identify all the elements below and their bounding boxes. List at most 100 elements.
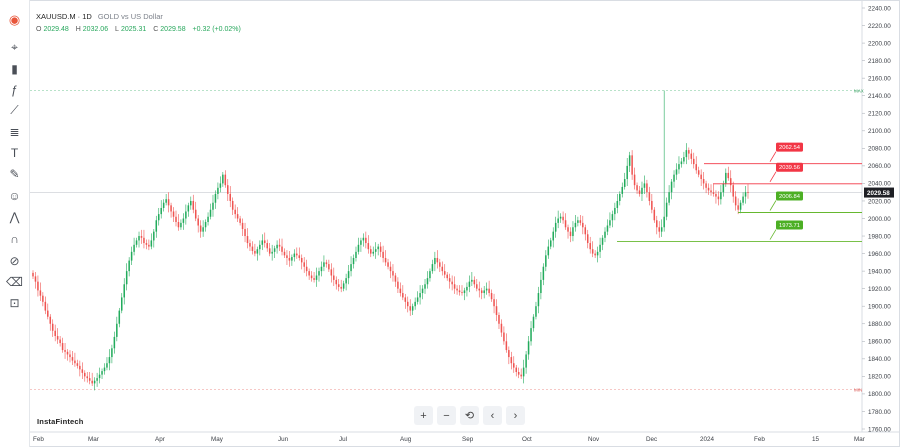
cursor-icon[interactable]: ⌖	[11, 40, 18, 54]
candle-body	[350, 264, 352, 272]
candle-body	[342, 283, 345, 289]
candle-body	[589, 243, 591, 250]
candle-body	[421, 288, 424, 294]
candle-body	[231, 200, 234, 210]
candle-body	[725, 172, 727, 184]
candle-body	[697, 170, 700, 175]
scroll-right-button[interactable]: ›	[506, 406, 525, 425]
candle-body	[685, 150, 688, 158]
candle-body	[143, 237, 145, 244]
level-connector-1973.71	[769, 229, 777, 240]
x-tick-label: 15	[812, 436, 820, 443]
candle-body	[535, 306, 537, 317]
candle-body	[333, 275, 335, 280]
candle-body	[429, 271, 431, 279]
candle-body	[187, 205, 190, 212]
candle-body	[663, 216, 665, 228]
fib-icon[interactable]: ≣	[9, 124, 20, 139]
candle-body	[140, 236, 143, 238]
open-label: O	[36, 26, 42, 33]
smile-icon[interactable]: ☺	[8, 188, 21, 203]
candle-body	[527, 341, 530, 355]
candle-body	[103, 367, 106, 372]
level-label-2039.56: 2039.56	[779, 165, 800, 171]
candle-body	[729, 178, 732, 186]
brush-icon[interactable]: ✎	[9, 166, 20, 181]
drawing-toolbar: ◉ ⌖ ▮ ƒ ⟋ ≣ T ✎ ☺ ⋀ ∩ ⊘ ⌫ ⊡	[0, 0, 30, 447]
zoom-in-button[interactable]: +	[414, 406, 433, 425]
candle-body	[74, 360, 76, 364]
magnet-icon[interactable]: ∩	[10, 231, 19, 246]
scroll-left-button[interactable]: ‹	[483, 406, 502, 425]
level-badge-2006.84[interactable]	[776, 191, 803, 201]
candle-body	[47, 310, 49, 317]
candle-body	[150, 240, 153, 247]
trash-icon[interactable]: ⌫	[6, 274, 23, 289]
trend-line-icon[interactable]: ⟋	[10, 103, 19, 117]
fx-icon[interactable]: ƒ	[11, 82, 18, 97]
level-label-2062.54: 2062.54	[779, 145, 801, 151]
level-badge-2062.54[interactable]	[776, 142, 803, 152]
candle-body	[416, 297, 419, 302]
candle-body	[246, 236, 249, 244]
level-label-2006.84: 2006.84	[779, 194, 801, 200]
candle-body	[185, 211, 187, 219]
y-tick-label: 2120.00	[868, 111, 891, 118]
lock-icon[interactable]: ⊡	[9, 295, 20, 310]
candle-body	[305, 266, 308, 272]
zoom-out-button[interactable]: −	[437, 406, 456, 425]
x-tick-label: Nov	[588, 436, 600, 443]
candle-body	[569, 231, 572, 237]
candle-body	[734, 196, 737, 206]
x-tick-label: Apr	[155, 436, 165, 443]
logo-icon[interactable]: ◉	[8, 11, 21, 27]
candle-body	[715, 193, 717, 197]
y-tick-label: 1960.00	[868, 251, 891, 258]
candle-body	[520, 374, 522, 377]
candle-body	[79, 365, 81, 370]
candle-body	[192, 200, 195, 210]
x-tick-label: 2024	[700, 436, 715, 443]
candle-body	[281, 246, 283, 252]
candle-body	[88, 378, 91, 381]
candle-body	[128, 260, 130, 272]
y-tick-label: 1780.00	[868, 409, 891, 416]
candle-body	[56, 336, 59, 340]
candle-body	[670, 181, 673, 193]
candle-body	[377, 246, 379, 250]
reset-button[interactable]: ⟲	[460, 406, 479, 425]
candle-body	[409, 306, 411, 311]
candle-body	[224, 174, 227, 186]
symbol-label[interactable]: XAUUSD.M · 1D	[36, 12, 92, 21]
candle-body	[66, 351, 69, 355]
candle-body	[360, 240, 362, 245]
candle-body	[81, 369, 84, 373]
candle-body	[59, 339, 61, 344]
candle-body	[419, 293, 421, 298]
level-badge-2039.56[interactable]	[776, 162, 803, 172]
candle-body	[574, 222, 577, 228]
low-label: L	[115, 26, 119, 33]
candle-body	[37, 281, 39, 291]
candle-body	[468, 281, 471, 287]
candle-icon[interactable]: ▮	[11, 61, 18, 76]
candle-body	[688, 150, 690, 154]
text-icon[interactable]: T	[10, 145, 19, 160]
candle-body	[466, 286, 468, 291]
x-tick-label: Jun	[278, 436, 289, 443]
candle-body	[291, 257, 293, 261]
candle-body	[451, 281, 453, 285]
y-tick-label: 1860.00	[868, 339, 891, 346]
candle-body	[236, 214, 239, 219]
candle-body	[503, 332, 505, 342]
candle-body	[609, 220, 611, 226]
candle-body	[517, 371, 520, 375]
candle-body	[601, 237, 604, 245]
eye-off-icon[interactable]: ⊘	[9, 253, 20, 268]
x-tick-label: Feb	[754, 436, 765, 443]
candle-body	[182, 218, 185, 223]
candle-body	[456, 288, 458, 291]
level-badge-1973.71[interactable]	[776, 220, 803, 230]
pattern-icon[interactable]: ⋀	[9, 209, 20, 224]
